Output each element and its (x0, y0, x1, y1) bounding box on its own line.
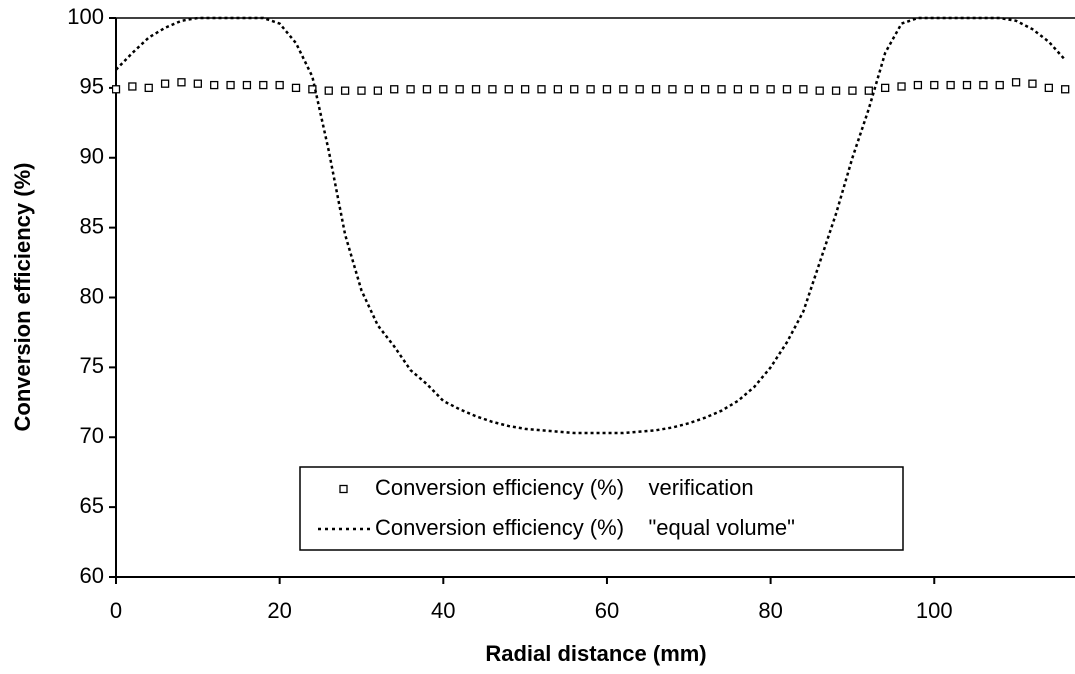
data-point (651, 85, 661, 94)
y-tick-label: 70 (80, 423, 104, 448)
data-point (913, 80, 923, 90)
data-point (340, 86, 350, 95)
data-point (733, 85, 743, 94)
data-point (750, 85, 759, 94)
data-point (1028, 79, 1037, 88)
y-tick-label: 80 (80, 283, 104, 308)
y-tick-label: 75 (80, 353, 104, 378)
data-point (357, 86, 366, 95)
data-point (128, 82, 137, 91)
data-point (881, 83, 890, 93)
data-point (815, 86, 824, 95)
x-tick-label: 20 (267, 598, 291, 623)
data-point (259, 80, 268, 90)
x-tick-label: 80 (758, 598, 782, 623)
data-point (848, 86, 857, 95)
y-tick-label: 90 (80, 144, 104, 169)
data-point (324, 86, 333, 95)
data-point (1011, 78, 1021, 87)
data-point (455, 85, 464, 94)
data-point (586, 85, 595, 94)
data-point (160, 79, 170, 88)
data-point (946, 80, 955, 90)
data-point (700, 85, 710, 94)
data-point (390, 85, 399, 94)
data-point (1044, 83, 1053, 93)
data-point (242, 80, 252, 90)
data-point (275, 80, 284, 90)
data-point (897, 82, 906, 91)
data-point (995, 80, 1004, 90)
data-point (291, 83, 301, 93)
data-point (668, 85, 677, 94)
data-point (635, 85, 644, 94)
data-point (766, 85, 775, 94)
legend-label: Conversion efficiency (%) "equal volume" (375, 515, 795, 540)
data-point (520, 85, 530, 94)
data-point (226, 80, 235, 90)
legend-marker (339, 484, 348, 494)
plot-area (112, 16, 1070, 435)
data-point (422, 85, 432, 94)
legend-box (299, 466, 904, 551)
x-tick-label: 60 (595, 598, 619, 623)
data-point (553, 85, 563, 94)
y-tick-label: 85 (80, 213, 104, 238)
data-point (962, 80, 972, 90)
data-point (112, 85, 121, 94)
y-tick-label: 95 (80, 74, 104, 99)
data-point (930, 80, 939, 90)
data-point (1061, 85, 1070, 94)
data-point (717, 85, 726, 94)
data-point (177, 78, 186, 87)
data-point (488, 85, 497, 94)
y-tick-label: 65 (80, 493, 104, 518)
data-point (831, 86, 841, 95)
data-point (439, 85, 448, 94)
data-line (115, 16, 1067, 435)
data-point (979, 80, 988, 90)
data-point (308, 85, 317, 94)
data-point (144, 83, 153, 93)
legend-label: Conversion efficiency (%) verification (375, 475, 754, 500)
data-point (471, 85, 481, 94)
y-tick-label: 100 (67, 4, 104, 29)
data-point (504, 85, 513, 94)
data-point (373, 86, 382, 95)
data-point (210, 80, 219, 90)
data-point (684, 85, 693, 94)
x-tick-label: 0 (110, 598, 122, 623)
data-point (193, 79, 202, 88)
data-point (799, 85, 808, 94)
data-point (864, 86, 873, 95)
y-tick-label: 60 (80, 563, 104, 588)
x-tick-label: 40 (431, 598, 455, 623)
data-point (619, 85, 628, 94)
x-axis-title: Radial distance (mm) (485, 641, 706, 666)
data-point (782, 85, 792, 94)
data-point (537, 85, 546, 94)
data-point (570, 85, 579, 94)
data-point (602, 85, 612, 94)
data-point (406, 85, 415, 94)
x-tick-label: 100 (916, 598, 953, 623)
y-axis-title: Conversion efficiency (%) (10, 163, 35, 432)
